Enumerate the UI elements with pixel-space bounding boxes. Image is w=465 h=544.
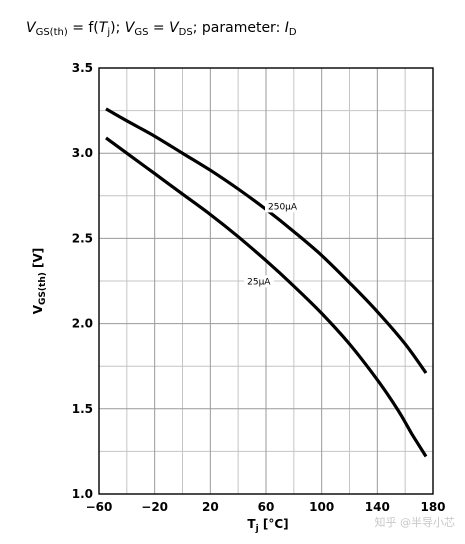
x-tick-label: 60 (258, 500, 275, 514)
chart-title: VGS(th) = f(Tj); VGS = VDS; parameter: I… (26, 20, 297, 38)
x-tick-label: −20 (141, 500, 168, 514)
series-label-bg (244, 275, 275, 288)
x-tick-label: 180 (420, 500, 445, 514)
x-tick-label: −60 (86, 500, 113, 514)
x-axis-label: Tj [°C] (247, 517, 288, 534)
x-tick-labels: −60 −20 20 60 100 140 180 (86, 500, 446, 514)
watermark: 知乎 @半导小芯 (375, 515, 456, 529)
series-labels: 250μA 25μA (244, 200, 301, 288)
y-tick-label: 3.5 (72, 61, 93, 75)
series-label-bg (265, 200, 301, 213)
series-line-25A (105, 136, 428, 458)
series-label: 250μA (268, 202, 298, 212)
y-tick-label: 2.5 (72, 231, 93, 245)
x-tick-label: 20 (202, 500, 219, 514)
y-tick-label: 1.5 (72, 402, 93, 416)
y-axis-label: VGS(th) [V] (31, 248, 48, 315)
series-label: 25μA (247, 277, 271, 287)
y-tick-label: 3.0 (72, 146, 93, 160)
y-tick-labels: 1.0 1.5 2.0 2.5 3.0 3.5 (72, 61, 93, 501)
x-tick-label: 140 (365, 500, 390, 514)
x-tick-label: 100 (309, 500, 334, 514)
plot-frame (98, 67, 434, 495)
y-tick-label: 1.0 (72, 487, 93, 501)
y-tick-label: 2.0 (72, 317, 93, 331)
